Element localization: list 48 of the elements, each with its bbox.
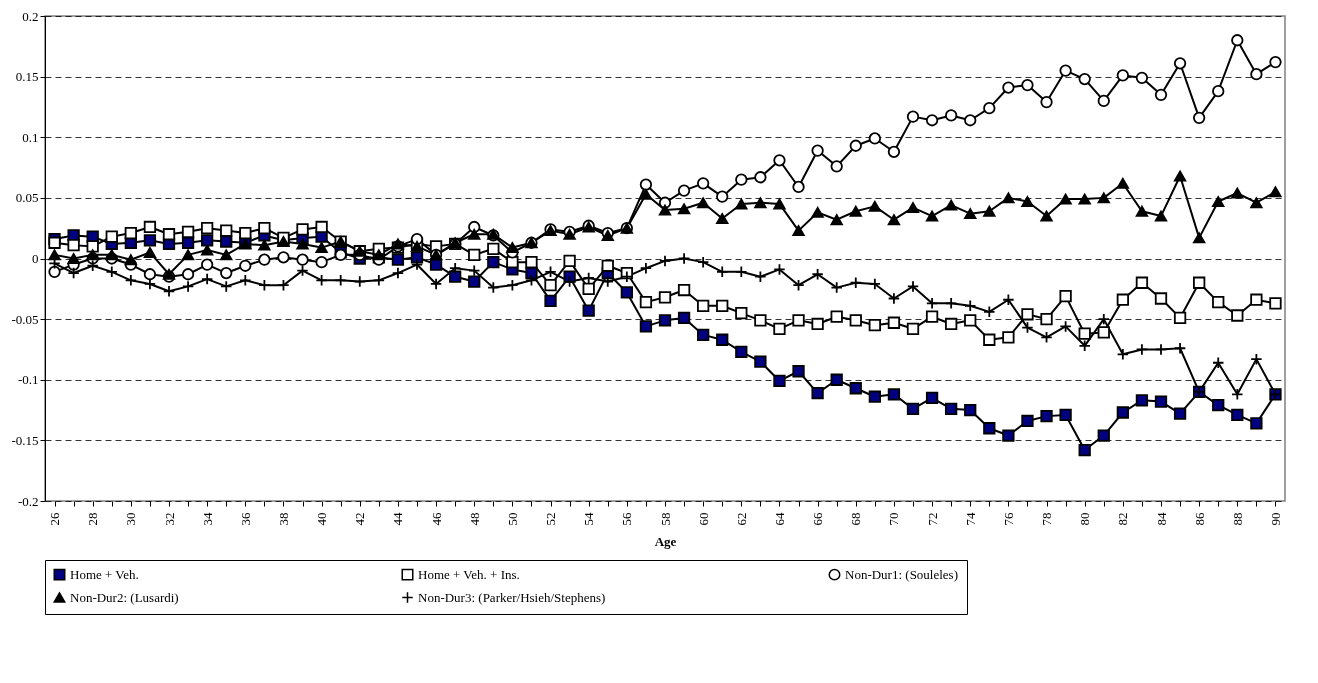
y-tick-label: 0.05 bbox=[15, 190, 39, 206]
x-tick-label: 50 bbox=[504, 512, 520, 526]
x-tick-label: 30 bbox=[123, 512, 139, 526]
y-tick-label: 0.2 bbox=[22, 8, 39, 24]
x-tick-label: 38 bbox=[275, 512, 291, 526]
y-tick-label: 0.15 bbox=[15, 69, 39, 85]
y-tick-label: 0 bbox=[32, 251, 39, 266]
legend-label: Home + Veh. + Ins. bbox=[418, 566, 520, 582]
x-tick-label: 54 bbox=[581, 512, 597, 526]
x-tick-label: 86 bbox=[1191, 512, 1207, 526]
x-tick-label: 28 bbox=[85, 512, 101, 526]
x-tick-label: 40 bbox=[314, 512, 330, 526]
x-tick-label: 80 bbox=[1077, 512, 1093, 526]
x-tick-label: 62 bbox=[733, 512, 749, 526]
y-tick-label: -0.05 bbox=[11, 311, 39, 327]
x-tick-label: 64 bbox=[771, 512, 787, 526]
x-tick-label: 58 bbox=[657, 512, 673, 526]
x-tick-label: 68 bbox=[848, 512, 864, 526]
x-tick-label: 78 bbox=[1039, 512, 1055, 526]
x-tick-label: 56 bbox=[619, 512, 635, 526]
x-tick-label: 72 bbox=[924, 512, 940, 526]
y-tick-label: -0.1 bbox=[17, 372, 39, 388]
legend-label: Non-Dur3: (Parker/Hsieh/Stephens) bbox=[418, 589, 606, 605]
y-tick-label: -0.15 bbox=[11, 432, 39, 448]
y-tick-label: 0.1 bbox=[22, 129, 39, 145]
x-tick-label: 44 bbox=[390, 512, 406, 526]
x-axis-title: Age bbox=[654, 533, 677, 549]
x-tick-label: 34 bbox=[199, 512, 215, 526]
x-tick-label: 66 bbox=[810, 512, 826, 526]
legend-label: Non-Dur2: (Lusardi) bbox=[70, 589, 179, 605]
x-tick-label: 74 bbox=[962, 512, 978, 526]
y-tick-label: -0.2 bbox=[17, 493, 39, 509]
x-tick-label: 84 bbox=[1153, 512, 1169, 526]
x-tick-label: 26 bbox=[47, 512, 63, 526]
x-tick-label: 60 bbox=[695, 512, 711, 526]
x-tick-label: 42 bbox=[352, 512, 368, 526]
x-tick-label: 48 bbox=[466, 512, 482, 526]
x-tick-label: 70 bbox=[886, 512, 902, 526]
legend-label: Home + Veh. bbox=[70, 566, 139, 582]
x-tick-label: 52 bbox=[543, 512, 559, 526]
x-tick-label: 32 bbox=[161, 512, 177, 526]
x-tick-label: 36 bbox=[237, 512, 253, 526]
x-tick-label: 90 bbox=[1267, 512, 1283, 526]
legend-label: Non-Dur1: (Souleles) bbox=[845, 566, 959, 582]
x-tick-label: 76 bbox=[1000, 512, 1016, 526]
x-tick-label: 46 bbox=[428, 512, 444, 526]
x-tick-label: 88 bbox=[1229, 512, 1245, 526]
x-tick-label: 82 bbox=[1115, 512, 1131, 526]
